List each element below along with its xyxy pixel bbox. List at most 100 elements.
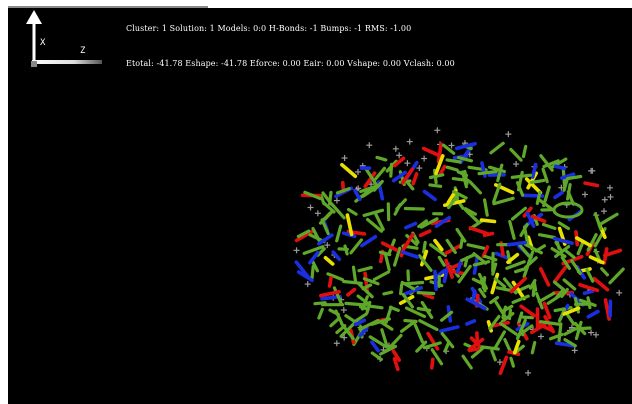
bond-stick — [466, 243, 486, 250]
water-marker — [434, 127, 441, 134]
bond-stick — [391, 349, 402, 362]
bond-stick — [548, 157, 568, 170]
bond-stick — [509, 147, 523, 162]
bond-stick — [468, 180, 482, 195]
molecule-viewport[interactable]: X Z Cluster: 1 Solution: 1 Models: 0:0 H… — [8, 8, 632, 404]
bond-stick — [401, 292, 415, 309]
bond-stick — [418, 229, 432, 238]
bond-stick — [524, 243, 544, 255]
bond-stick — [358, 305, 370, 311]
bond-stick — [562, 177, 569, 192]
water-marker — [582, 191, 589, 198]
bond-stick — [316, 233, 334, 246]
water-marker — [341, 334, 348, 341]
bond-stick — [294, 260, 311, 279]
water-marker — [396, 152, 403, 159]
bond-stick — [365, 168, 378, 186]
bond-stick — [588, 255, 605, 265]
bond-stick — [511, 294, 530, 304]
bond-stick — [363, 271, 370, 294]
bond-stick — [340, 163, 358, 179]
bond-stick — [400, 167, 414, 185]
bond-stick — [442, 143, 456, 155]
axis-indicator — [26, 10, 102, 67]
bond-stick — [562, 278, 577, 291]
bond-stick — [489, 296, 500, 305]
bond-stick — [311, 227, 322, 244]
bond-stick — [335, 224, 343, 243]
bond-stick — [505, 260, 526, 270]
bond-stick — [552, 265, 568, 284]
bond-stick — [482, 231, 495, 238]
bond-stick — [524, 212, 544, 228]
bond-stick — [346, 207, 358, 216]
bond-stick — [563, 338, 577, 348]
bond-stick — [359, 184, 378, 194]
bond-stick — [395, 198, 407, 211]
bond-stick — [411, 172, 419, 186]
bond-stick — [560, 255, 572, 270]
bond-stick — [598, 212, 619, 226]
bond-stick — [539, 154, 554, 172]
bond-stick — [400, 280, 416, 291]
bond-stick — [341, 231, 357, 239]
water-marker — [355, 185, 362, 192]
bond-stick — [445, 158, 462, 164]
bond-stick — [403, 285, 424, 296]
bond-stick — [351, 265, 358, 284]
bond-stick — [560, 172, 576, 180]
bond-stick — [417, 219, 428, 229]
bond-stick — [552, 236, 574, 245]
bond-stick — [557, 307, 567, 323]
water-marker — [505, 131, 512, 138]
bond-stick — [516, 311, 524, 326]
bond-stick — [516, 318, 527, 341]
bond-stick — [356, 294, 370, 306]
bond-stick — [375, 155, 388, 162]
bond-stick — [541, 222, 557, 230]
window-top-bar — [0, 0, 632, 8]
bond-stick — [393, 246, 402, 267]
bond-stick — [554, 245, 571, 258]
bond-stick — [422, 189, 437, 202]
bond-stick — [507, 308, 513, 321]
bond-stick — [541, 167, 549, 184]
bond-stick — [519, 304, 537, 318]
bond-stick — [570, 259, 582, 275]
bond-stick — [382, 290, 394, 296]
cluster-info-text: Cluster: 1 Solution: 1 Models: 0:0 H-Bon… — [126, 24, 412, 33]
bond-stick — [602, 248, 623, 258]
water-marker — [368, 181, 375, 188]
bond-stick — [537, 291, 556, 304]
bond-stick — [578, 282, 600, 293]
water-marker — [588, 329, 595, 336]
water-marker — [314, 210, 321, 217]
bond-stick — [552, 280, 566, 292]
bond-stick — [521, 144, 528, 159]
bond-stick — [477, 169, 498, 176]
bond-stick — [392, 356, 400, 372]
bond-stick — [316, 247, 326, 257]
bond-stick — [329, 317, 341, 328]
bond-stick — [402, 232, 415, 250]
bond-stick — [360, 234, 378, 248]
bond-stick — [457, 264, 472, 284]
bond-stick — [498, 321, 518, 336]
bond-stick — [600, 267, 610, 277]
bond-stick — [443, 341, 450, 353]
bond-stick — [436, 142, 443, 164]
bond-stick — [326, 272, 344, 282]
bond-stick — [429, 243, 447, 257]
bond-stick — [530, 162, 538, 179]
bond-stick — [434, 215, 452, 228]
bond-stick — [481, 245, 490, 259]
bond-stick — [357, 266, 373, 273]
water-marker — [333, 340, 340, 347]
bond-stick — [328, 308, 340, 316]
bond-stick — [379, 344, 397, 356]
protein-structure[interactable] — [8, 8, 632, 404]
bond-stick — [475, 331, 480, 345]
water-marker — [593, 331, 600, 338]
bond-stick — [328, 190, 333, 206]
water-marker — [513, 161, 520, 168]
